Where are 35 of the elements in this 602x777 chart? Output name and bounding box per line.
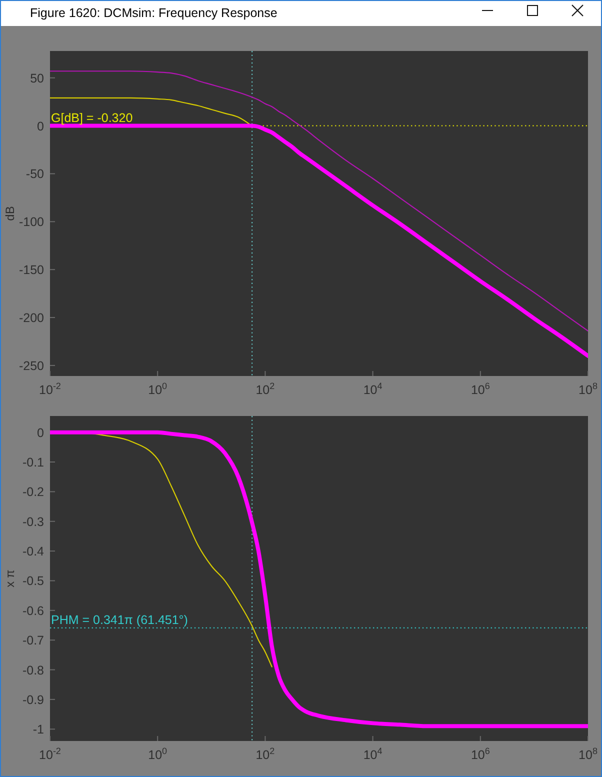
x-tick-label: 10$^{-2}$ — [39, 746, 61, 762]
x-tick-label: 10$^{8}$ — [578, 746, 598, 762]
y-tick-label: -0.9 — [22, 692, 44, 707]
x-tick-label: 10$^{4}$ — [363, 746, 382, 762]
x-tick-label: 10$^{2}$ — [256, 746, 275, 762]
y-tick-label: -0.2 — [22, 485, 44, 500]
x-tick-label: 10$^{6}$ — [470, 381, 490, 397]
annotation: PHM = 0.341π (61.451°) — [51, 612, 188, 627]
x-tick-label: 10$^{4}$ — [363, 381, 382, 397]
y-tick-label: 0 — [37, 119, 44, 134]
x-tick-label: 10$^{0}$ — [148, 746, 168, 762]
y-tick-label: -200 — [18, 311, 44, 326]
x-tick-label: 10$^{2}$ — [256, 381, 275, 397]
y-tick-label: -0.3 — [22, 514, 44, 529]
x-tick-label: 10$^{0}$ — [148, 381, 168, 397]
y-tick-label: -50 — [26, 167, 44, 182]
y-tick-label: -0.6 — [22, 604, 44, 618]
y-tick-label: -0.5 — [22, 574, 44, 588]
annotation: G[dB] = -0.320 — [51, 110, 133, 125]
y-tick-label: -0.1 — [22, 456, 44, 470]
y-tick-label: -1 — [32, 722, 44, 737]
y-axis-title: dB — [3, 206, 17, 221]
y-tick-label: 50 — [30, 71, 44, 86]
y-axis-title: x π — [3, 570, 17, 588]
y-tick-label: -150 — [18, 263, 44, 278]
x-tick-label: 10$^{8}$ — [578, 381, 598, 397]
y-tick-label: -0.8 — [22, 663, 44, 678]
y-tick-label: -0.4 — [22, 544, 44, 559]
x-tick-label: 10$^{-2}$ — [39, 381, 61, 397]
y-tick-label: -250 — [18, 358, 44, 373]
x-tick-label: 10$^{6}$ — [470, 746, 490, 762]
chart-title: Figure 1620: DCMsim: Frequency Response — [30, 6, 278, 20]
y-tick-label: -100 — [18, 215, 44, 230]
y-tick-label: 0 — [37, 426, 44, 440]
y-tick-label: -0.7 — [22, 634, 44, 648]
